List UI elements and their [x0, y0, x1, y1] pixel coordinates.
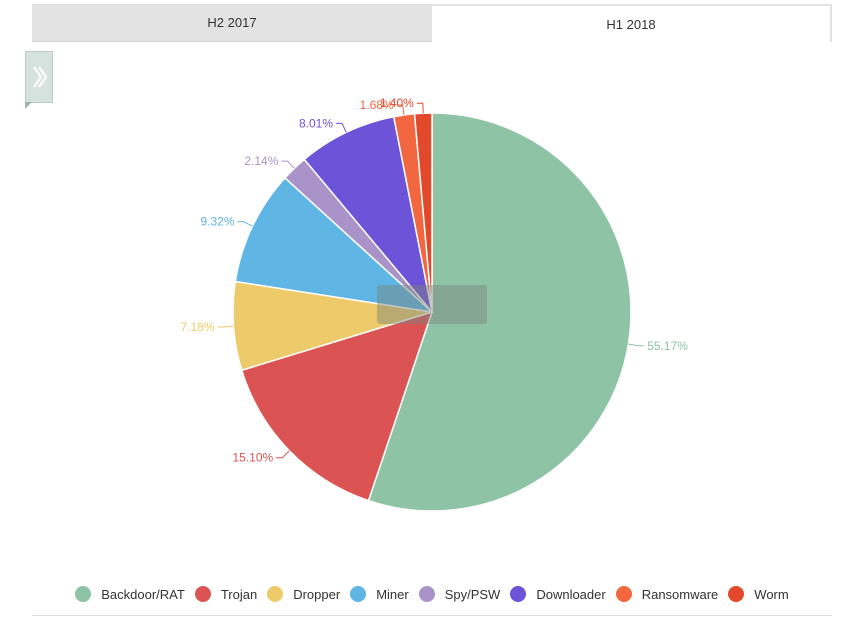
legend-swatch [194, 586, 211, 602]
legend-swatch [267, 586, 284, 602]
data-label-dropper: 7.18% [181, 320, 215, 334]
leader-line-worm [416, 102, 424, 114]
pie-slice-backdoor-rat[interactable] [367, 112, 632, 512]
tab-h2-2017[interactable]: H2 2017 [32, 4, 432, 42]
legend-label: Miner [376, 586, 409, 602]
legend-swatch [75, 586, 92, 602]
legend-swatch [418, 586, 435, 602]
legend-item-dropper[interactable]: Dropper [267, 586, 340, 602]
data-label-spy-psw: 2.14% [244, 154, 278, 168]
bottom-divider [32, 615, 832, 616]
leader-line-ransomware [396, 104, 405, 116]
pie-chart: 55.17% 15.10% 7.18% 9.32% 2.14% 8.01% 1.68%1.4… [181, 96, 688, 512]
legend-item-miner[interactable]: Miner [350, 586, 409, 602]
leader-line-dropper [217, 325, 234, 328]
data-label-backdoor-rat: 55.17% [647, 339, 688, 353]
legend-label: Trojan [220, 586, 258, 602]
legend-swatch [615, 586, 632, 602]
legend-swatch [728, 586, 745, 602]
legend-swatch [510, 586, 527, 602]
data-label-ransomware: 1.68% [360, 98, 394, 112]
double-chevron-right-icon [33, 66, 47, 88]
chart-legend: Backdoor/RAT Trojan Dropper Miner Spy/PSW Dow… [32, 582, 832, 606]
legend-label: Backdoor/RAT [101, 586, 185, 602]
data-label-miner: 9.32% [200, 215, 234, 229]
legend-item-worm[interactable]: Worm [728, 586, 789, 602]
pie-slice-trojan[interactable] [240, 310, 434, 502]
legend-item-trojan[interactable]: Trojan [194, 586, 258, 602]
data-label-downloader: 8.01% [299, 116, 333, 130]
panel-toggle-button[interactable] [25, 51, 53, 109]
data-label-trojan: 15.10% [232, 451, 273, 465]
leader-line-miner [237, 221, 253, 227]
legend-label: Downloader [536, 586, 606, 602]
data-label-worm: 1.40% [380, 96, 414, 110]
legend-label: Ransomware [641, 586, 719, 602]
legend-label: Worm [754, 586, 789, 602]
period-tabs: H2 2017 H1 2018 [32, 4, 832, 42]
legend-swatch [350, 586, 367, 602]
leader-line-spy-psw [281, 160, 295, 169]
leader-line-trojan [276, 450, 290, 459]
legend-label: Spy/PSW [444, 586, 501, 602]
tab-h1-2018[interactable]: H1 2018 [432, 4, 832, 42]
legend-item-backdoor-rat[interactable]: Backdoor/RAT [75, 586, 185, 602]
pie-slice-miner[interactable] [234, 176, 435, 314]
tooltip-overlay [377, 285, 487, 324]
legend-item-ransomware[interactable]: Ransomware [615, 586, 719, 602]
leader-line-backdoor-rat [628, 343, 645, 347]
leader-line-downloader [336, 122, 347, 133]
legend-item-downloader[interactable]: Downloader [510, 586, 606, 602]
legend-item-spy-psw[interactable]: Spy/PSW [418, 586, 501, 602]
legend-label: Dropper [293, 586, 341, 602]
pie-slice-downloader[interactable] [303, 115, 433, 313]
